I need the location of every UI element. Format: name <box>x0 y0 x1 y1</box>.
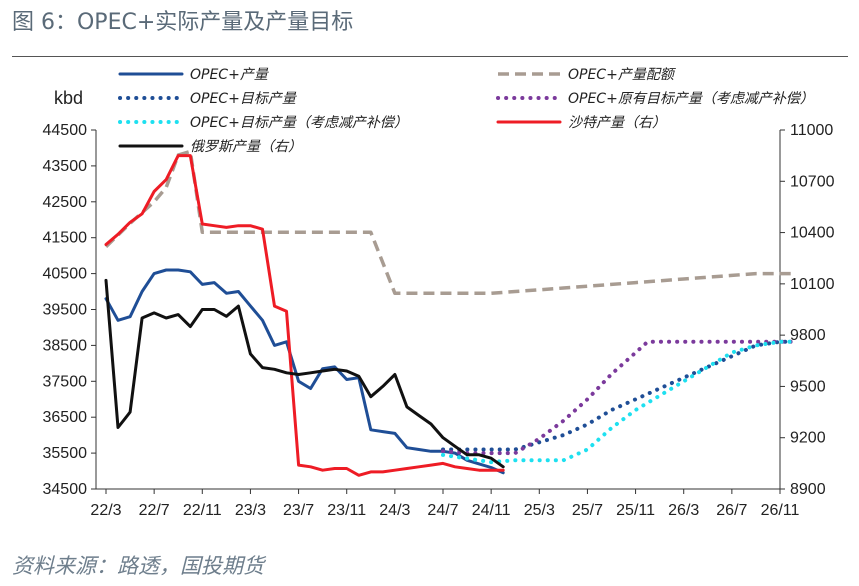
y-right-tick-label: 11000 <box>790 122 833 139</box>
legend-label-3: OPEC+原有目标产量（考虑减产补偿） <box>568 91 814 107</box>
x-tick-label: 24/11 <box>472 502 511 519</box>
legend-label-6: 俄罗斯产量（右） <box>190 139 302 155</box>
x-tick-label: 22/7 <box>139 502 170 519</box>
y-left-tick-label: 36500 <box>43 409 88 426</box>
x-tick-label: 25/11 <box>616 502 655 519</box>
y-right-tick-label: 9500 <box>790 378 826 395</box>
series-layer <box>104 149 794 477</box>
legend: OPEC+产量 OPEC+产量配额 OPEC+目标产量 OPEC+原有目标产量（考虑减… <box>118 67 814 155</box>
x-tick-label: 26/3 <box>668 502 699 519</box>
series-line-6 <box>104 278 505 469</box>
series-line-1 <box>104 149 792 296</box>
title-rule <box>12 56 848 57</box>
series-line-2 <box>441 339 794 452</box>
y-left-tick-label: 40500 <box>43 266 88 283</box>
x-tick-label: 24/7 <box>427 502 458 519</box>
series-line-3 <box>441 339 794 456</box>
x-tick-label: 24/3 <box>379 502 410 519</box>
x-tick-label: 23/3 <box>235 502 266 519</box>
x-tick-label: 25/7 <box>572 502 603 519</box>
x-tick-label: 22/11 <box>183 502 222 519</box>
y-left-tick-label: 35500 <box>43 445 88 462</box>
x-tick-label: 26/11 <box>761 502 800 519</box>
y-left-tick-label: 43500 <box>43 158 88 175</box>
series-line-0 <box>104 268 505 475</box>
y-axis-left-label: kbd <box>54 88 83 108</box>
y-right-tick-label: 10400 <box>790 225 835 242</box>
y-right-tick-label: 9800 <box>790 327 826 344</box>
legend-label-1: OPEC+产量配额 <box>568 67 677 83</box>
series-line-5 <box>104 154 505 477</box>
y-left-tick-label: 42500 <box>43 194 88 211</box>
legend-label-5: 沙特产量（右） <box>568 115 666 131</box>
x-tick-label: 23/7 <box>283 502 314 519</box>
x-tick-label: 25/3 <box>524 502 555 519</box>
legend-label-0: OPEC+产量 <box>190 67 270 83</box>
legend-label-4: OPEC+目标产量（考虑减产补偿） <box>190 115 408 131</box>
y-right-tick-label: 10100 <box>790 276 835 293</box>
y-left-tick-label: 37500 <box>43 373 88 390</box>
x-tick-label: 23/11 <box>327 502 366 519</box>
y-right-tick-label: 9200 <box>790 430 826 447</box>
y-left-tick-label: 39500 <box>43 302 88 319</box>
axes: kbd 34500 35500 36500 37500 38500 39500 40500 41… <box>43 88 835 519</box>
y-left-tick-label: 34500 <box>43 481 88 498</box>
y-right-tick-label: 8900 <box>790 481 826 498</box>
x-tick-label: 26/7 <box>716 502 747 519</box>
source-note: 资料来源：路透，国投期货 <box>12 554 264 578</box>
series-line-4 <box>441 339 794 465</box>
y-left-tick-label: 44500 <box>43 122 88 139</box>
legend-label-2: OPEC+目标产量 <box>190 91 298 107</box>
y-left-tick-label: 41500 <box>43 230 88 247</box>
x-tick-label: 22/3 <box>90 502 121 519</box>
y-right-tick-label: 10700 <box>790 173 835 190</box>
y-left-tick-label: 38500 <box>43 337 88 354</box>
figure-title: 图 6：OPEC+实际产量及产量目标 <box>12 10 354 35</box>
